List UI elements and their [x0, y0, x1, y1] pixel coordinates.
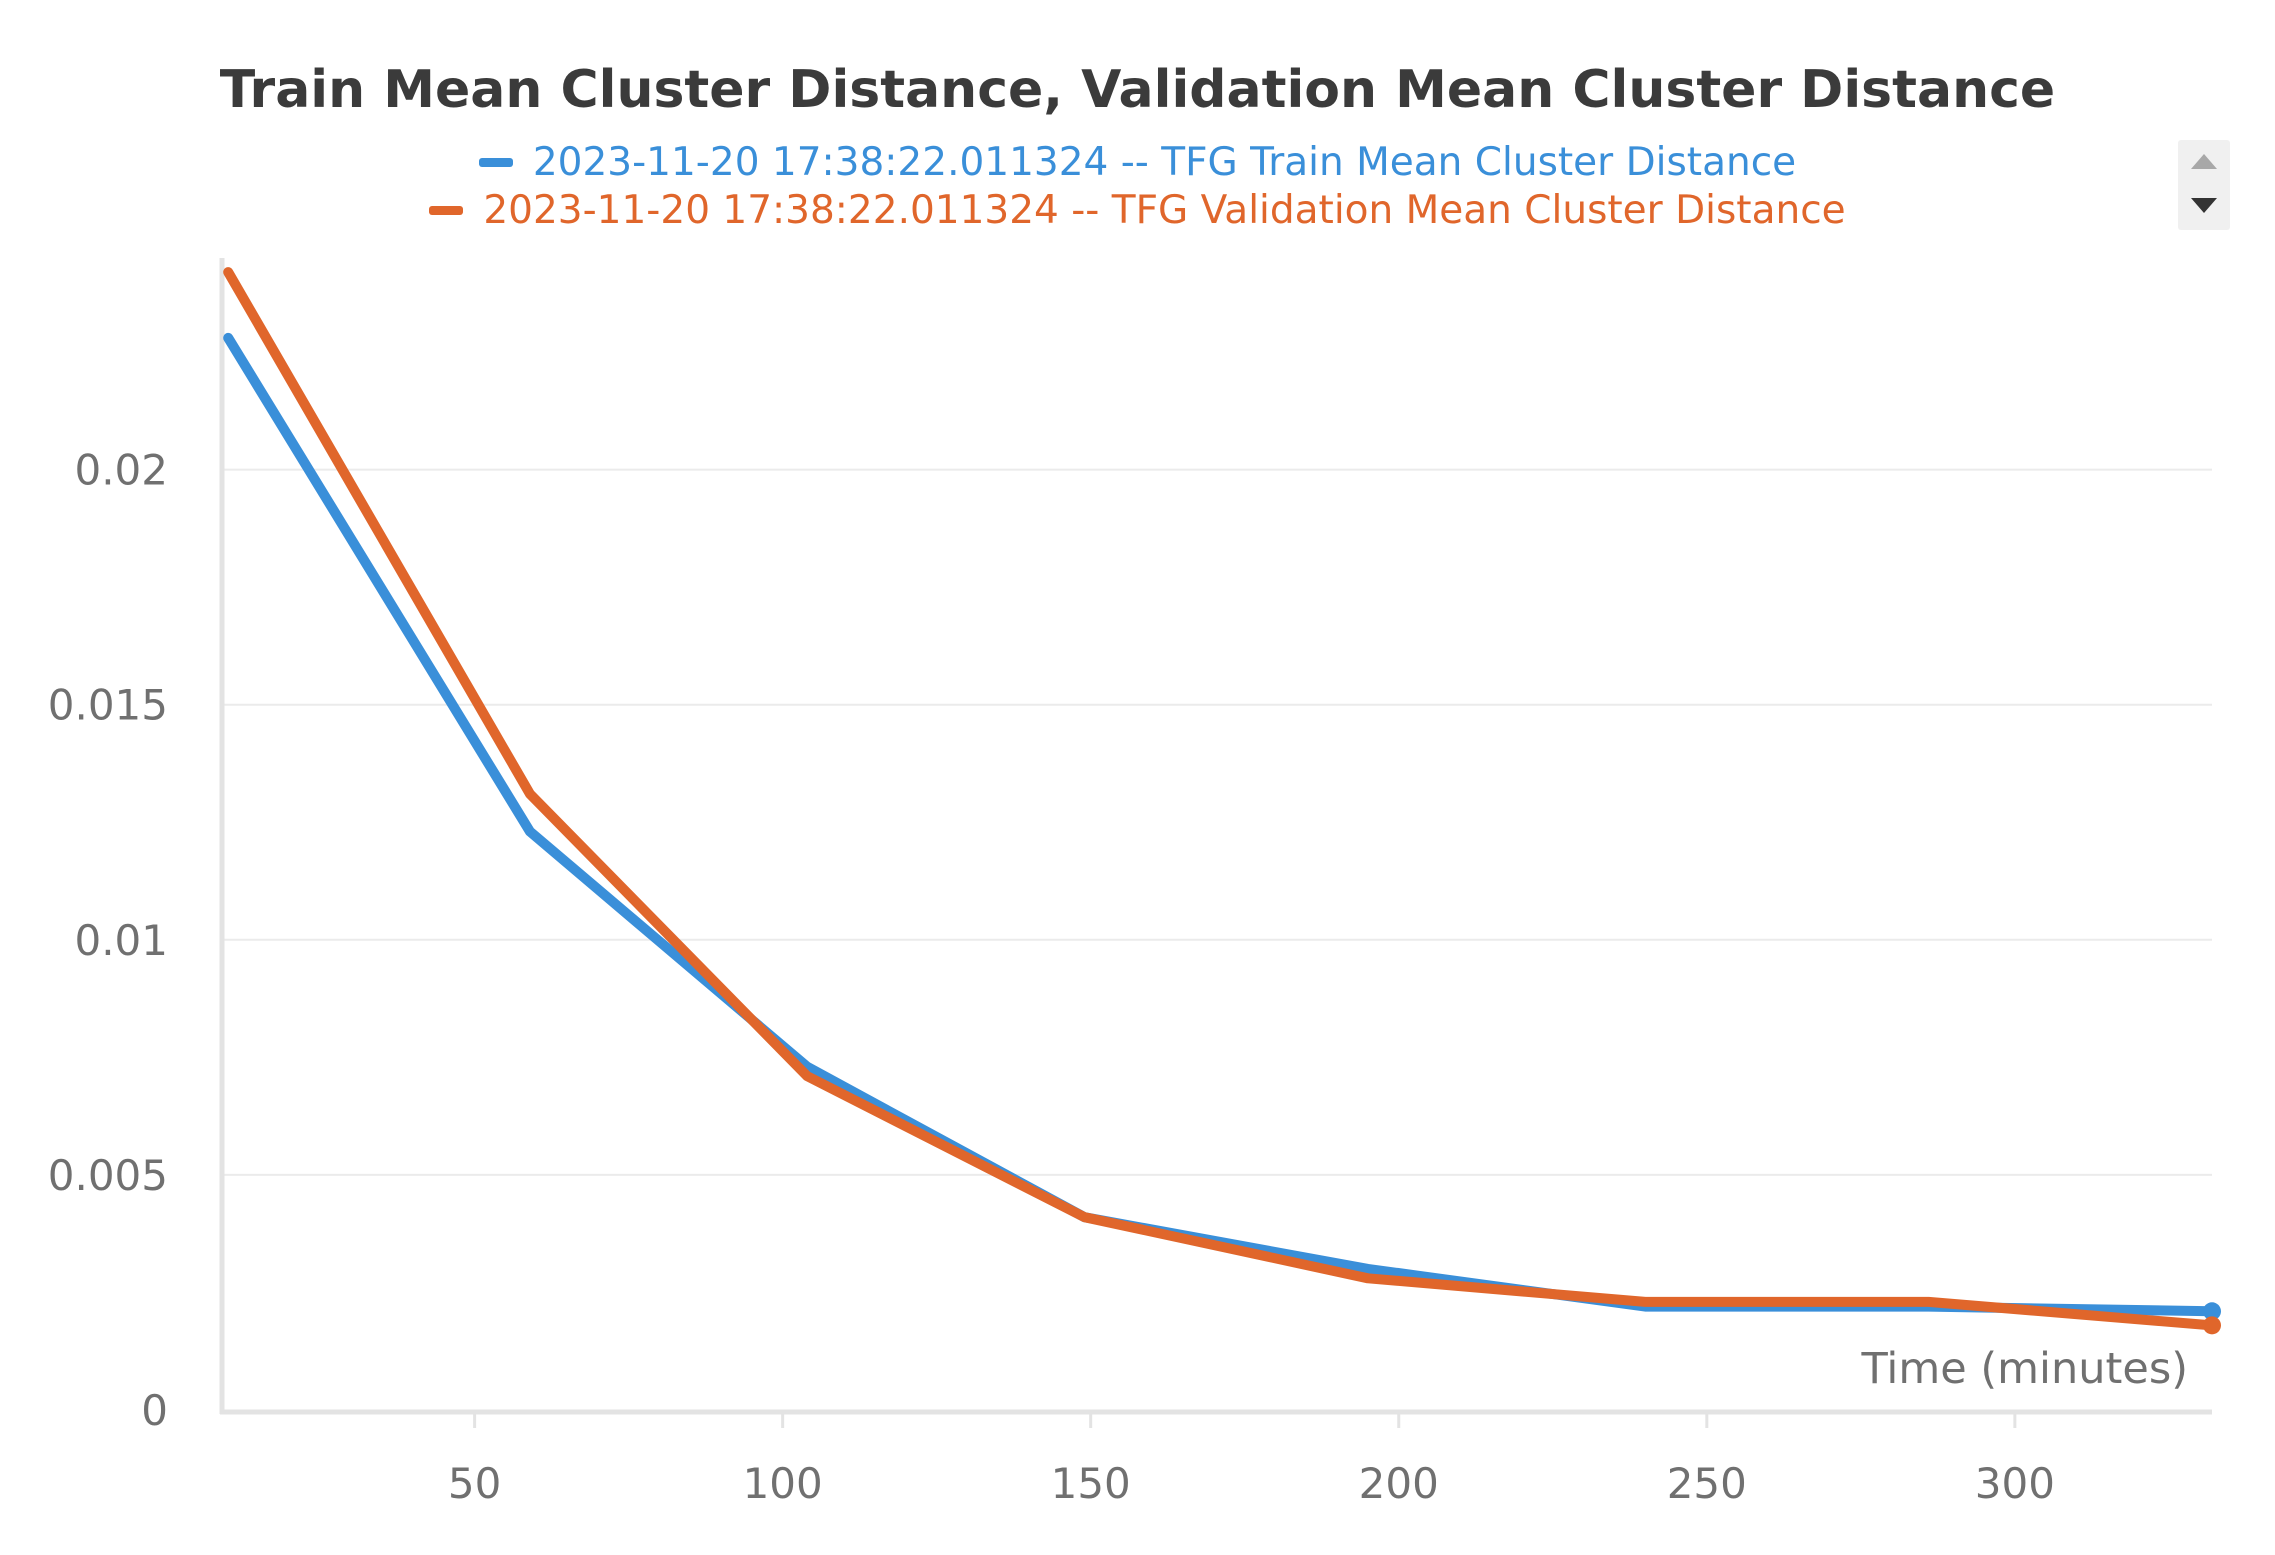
x-tick-label: 50 [448, 1459, 501, 1508]
y-tick-label: 0.005 [48, 1151, 168, 1200]
legend: 2023-11-20 17:38:22.011324 -- TFG Train … [0, 138, 2275, 234]
legend-swatch-validation [429, 205, 464, 215]
x-tick-label: 150 [1051, 1459, 1131, 1508]
y-tick-label: 0.01 [74, 916, 168, 965]
series-line-train [223, 332, 2217, 1317]
series-line-validation [223, 267, 2217, 1331]
x-tick-label: 300 [1975, 1459, 2055, 1508]
scroll-up-icon[interactable] [2191, 154, 2217, 169]
legend-item-train[interactable]: 2023-11-20 17:38:22.011324 -- TFG Train … [0, 138, 2275, 186]
x-tick-label: 250 [1667, 1459, 1747, 1508]
series-endpoint-train [2203, 1302, 2221, 1321]
chart-title: Train Mean Cluster Distance, Validation … [219, 60, 2056, 120]
legend-swatch-train [478, 157, 513, 167]
legend-label-validation: 2023-11-20 17:38:22.011324 -- TFG Valida… [483, 187, 1846, 233]
legend-item-validation[interactable]: 2023-11-20 17:38:22.011324 -- TFG Valida… [0, 186, 2275, 234]
y-tick-label: 0.015 [48, 681, 168, 730]
grid-layer [222, 468, 2212, 1176]
x-axis-label: Time (minutes) [1860, 1344, 2188, 1394]
axis-layer: 0 0.005 0.01 0.015 0.02 50 100 150 200 250 300 [48, 258, 2212, 1508]
scroll-down-icon[interactable] [2191, 198, 2217, 213]
legend-label-train: 2023-11-20 17:38:22.011324 -- TFG Train … [532, 139, 1797, 185]
y-tick-label: 0.02 [74, 446, 168, 495]
x-tick-label: 100 [743, 1459, 823, 1508]
y-tick-label: 0 [141, 1386, 168, 1435]
x-tick-label: 200 [1359, 1459, 1439, 1508]
series-layer [223, 267, 2221, 1335]
series-endpoint-validation [2203, 1316, 2221, 1335]
legend-scroller [2178, 140, 2230, 230]
